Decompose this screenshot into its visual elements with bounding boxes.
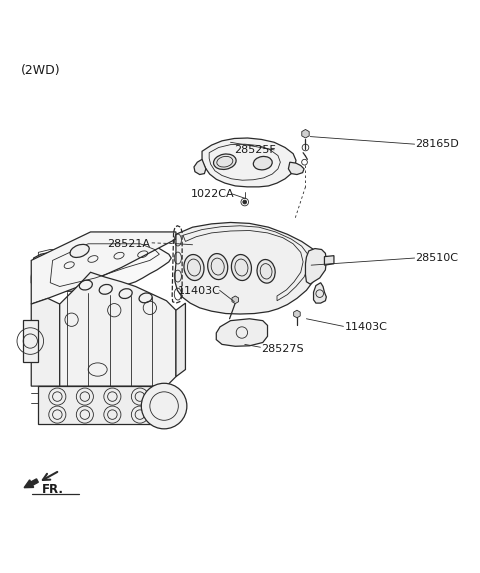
Polygon shape [313, 282, 326, 303]
Polygon shape [216, 319, 267, 346]
Text: (2WD): (2WD) [21, 64, 60, 77]
Polygon shape [38, 386, 167, 424]
Text: 28510C: 28510C [416, 253, 458, 263]
Polygon shape [232, 296, 239, 304]
Polygon shape [60, 272, 176, 386]
Polygon shape [194, 159, 206, 175]
Text: 28525F: 28525F [234, 145, 276, 155]
Ellipse shape [257, 260, 275, 283]
Ellipse shape [214, 154, 236, 170]
Polygon shape [302, 129, 309, 138]
FancyArrow shape [24, 479, 38, 488]
Polygon shape [294, 310, 300, 318]
Text: 11403C: 11403C [178, 286, 221, 296]
Text: 28165D: 28165D [416, 139, 459, 149]
Polygon shape [305, 249, 326, 284]
Polygon shape [31, 232, 176, 304]
Polygon shape [31, 299, 60, 386]
Polygon shape [23, 320, 38, 362]
Polygon shape [288, 162, 304, 175]
Text: FR.: FR. [42, 483, 64, 496]
Circle shape [141, 383, 187, 429]
Polygon shape [175, 222, 318, 314]
Ellipse shape [208, 254, 228, 280]
Ellipse shape [70, 244, 89, 257]
Text: 28527S: 28527S [261, 344, 304, 354]
Ellipse shape [253, 156, 272, 170]
Polygon shape [202, 138, 296, 187]
Text: 1022CA: 1022CA [191, 189, 234, 199]
Ellipse shape [184, 254, 204, 281]
Polygon shape [31, 239, 171, 291]
Ellipse shape [231, 254, 252, 281]
Polygon shape [324, 256, 334, 265]
Text: 11403C: 11403C [344, 322, 387, 332]
Text: 28521A: 28521A [107, 239, 150, 249]
Polygon shape [176, 303, 185, 376]
Circle shape [243, 200, 247, 204]
